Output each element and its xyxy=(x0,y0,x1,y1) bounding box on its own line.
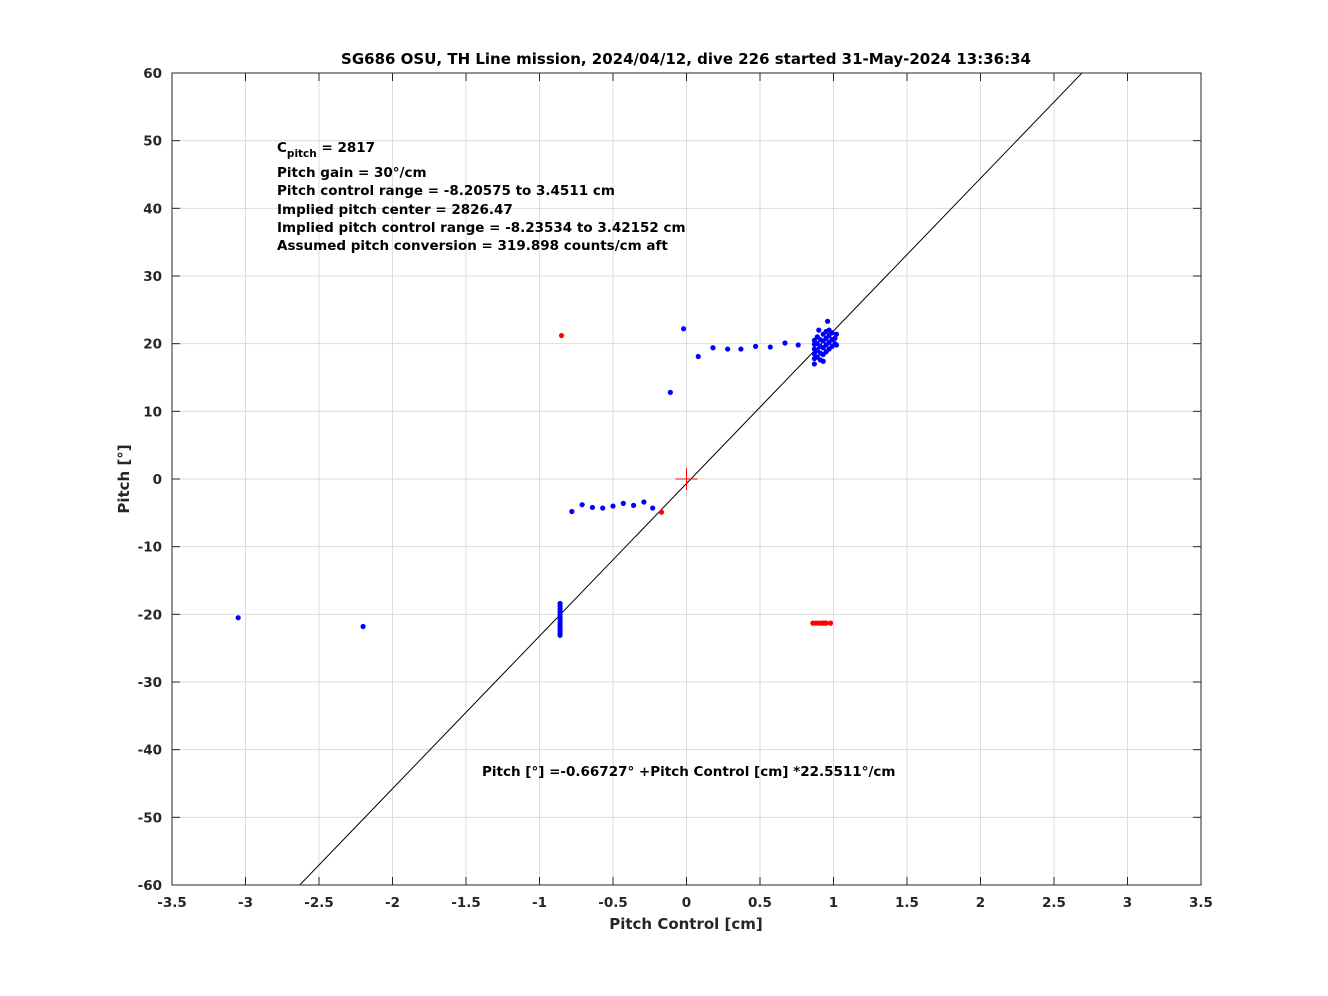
used-data-point xyxy=(816,327,822,333)
y-tick-label: -40 xyxy=(138,743,162,759)
x-tick-label: 3 xyxy=(1123,895,1132,911)
used-data-point xyxy=(695,353,701,360)
used-data-point xyxy=(811,337,817,343)
x-tick-label: -2 xyxy=(385,895,400,911)
axes-box xyxy=(171,72,1202,886)
y-tick-label: -60 xyxy=(138,878,162,894)
x-axis-label: Pitch Control [cm] xyxy=(609,915,763,933)
y-tick-label: 30 xyxy=(143,269,162,285)
x-tick-label: 2 xyxy=(976,895,985,911)
x-tick-label: -2.5 xyxy=(304,895,334,911)
used-data-point xyxy=(811,351,817,357)
plot-marks xyxy=(235,73,1083,885)
used-data-point xyxy=(600,505,606,511)
x-tick-label: -3 xyxy=(238,895,253,911)
excluded-data-point xyxy=(827,620,834,626)
x-tick-label: 0.5 xyxy=(748,895,772,911)
y-tick-label: -20 xyxy=(138,607,162,623)
y-tick-label: 20 xyxy=(143,337,162,353)
used-data-point xyxy=(820,358,826,364)
fit-equation-label: Pitch [°] =-0.66727° +Pitch Control [cm]… xyxy=(482,764,895,780)
used-data-point xyxy=(589,504,596,511)
used-data-point xyxy=(569,508,575,515)
used-data-point xyxy=(630,502,637,508)
grid-lines xyxy=(171,72,1202,886)
used-data-point xyxy=(620,500,626,506)
excluded-data-point xyxy=(658,509,665,515)
y-tick-label: 40 xyxy=(143,201,162,217)
y-tick-label: 0 xyxy=(153,472,162,488)
pitch-center-symbol: C xyxy=(277,140,287,156)
used-data-point xyxy=(767,344,773,350)
pitch-center-value: = 2817 xyxy=(317,140,375,156)
used-data-point xyxy=(725,346,731,352)
tick-labels: -3.5 -3 -2.5 -2 -1.5 -1 -0.5 0 0.5 1 1.5 2 2.5 3 3.5 60… xyxy=(138,66,1213,911)
pitch-center-annotation: Cpitch = 2817 xyxy=(277,140,375,160)
used-data-point xyxy=(829,330,835,336)
x-tick-label: -0.5 xyxy=(598,895,628,911)
used-data-point xyxy=(557,632,563,638)
x-tick-label: -1.5 xyxy=(451,895,481,911)
x-tick-label: 1.5 xyxy=(895,895,919,911)
y-tick-label: -30 xyxy=(138,675,162,691)
x-tick-label: 3.5 xyxy=(1189,895,1213,911)
used-data-point xyxy=(738,346,744,352)
used-data-point xyxy=(752,343,759,349)
x-tick-label: 0 xyxy=(682,895,691,911)
used-data-point xyxy=(610,503,616,509)
used-data-point xyxy=(680,326,687,332)
implied-pitch-range-annotation: Implied pitch control range = -8.23534 t… xyxy=(277,220,686,236)
used-data-point xyxy=(579,502,585,508)
x-tick-label: 2.5 xyxy=(1042,895,1066,911)
pitch-control-range-annotation: Pitch control range = -8.20575 to 3.4511… xyxy=(277,183,615,199)
used-data-point xyxy=(360,623,366,630)
used-data-point xyxy=(650,505,656,511)
used-data-point xyxy=(811,361,817,367)
excluded-data-point xyxy=(823,620,829,626)
y-tick-label: -50 xyxy=(138,810,162,826)
pitch-gain-annotation: Pitch gain = 30°/cm xyxy=(277,165,427,181)
excluded-data-point xyxy=(558,332,565,339)
used-data-point xyxy=(833,342,840,348)
y-tick-label: 50 xyxy=(143,134,162,150)
used-data-point xyxy=(710,345,716,351)
chart-title: SG686 OSU, TH Line mission, 2024/04/12, … xyxy=(341,50,1031,68)
used-data-point xyxy=(641,499,647,505)
y-tick-label: 10 xyxy=(143,404,162,420)
y-tick-label: -10 xyxy=(138,540,162,556)
y-tick-label: 60 xyxy=(143,66,162,82)
used-data-point xyxy=(832,335,838,341)
used-data-point xyxy=(235,615,241,621)
used-data-point xyxy=(782,340,788,346)
x-tick-label: 1 xyxy=(829,895,838,911)
used-data-point xyxy=(825,318,831,324)
pitch-conversion-annotation: Assumed pitch conversion = 319.898 count… xyxy=(277,238,668,254)
implied-pitch-center-annotation: Implied pitch center = 2826.47 xyxy=(277,202,513,218)
used-data-point xyxy=(795,342,801,348)
pitch-center-subscript: pitch xyxy=(287,148,317,160)
x-tick-label: -1 xyxy=(532,895,547,911)
y-axis-label: Pitch [°] xyxy=(115,444,133,513)
x-tick-label: -3.5 xyxy=(157,895,187,911)
used-data-point xyxy=(667,389,673,395)
used-data-point xyxy=(833,331,840,337)
